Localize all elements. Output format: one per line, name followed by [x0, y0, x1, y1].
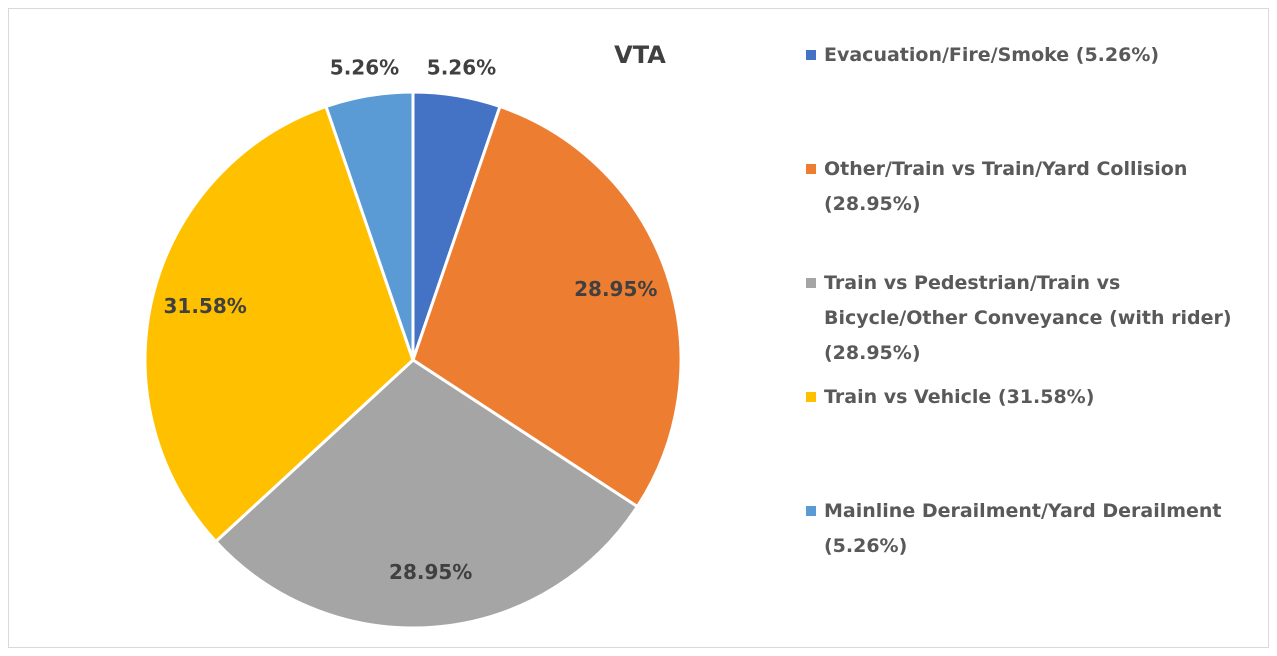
legend-swatch	[806, 50, 816, 60]
pie-slice	[143, 104, 415, 544]
pie-slice	[411, 104, 683, 509]
pie-slice	[213, 358, 640, 630]
legend-label: Train vs Pedestrian/Train vs Bicycle/Oth…	[824, 272, 1232, 364]
legend-swatch	[806, 392, 816, 402]
legend-swatch	[806, 278, 816, 288]
chart-title: VTA	[614, 41, 666, 69]
legend-entry: Other/Train vs Train/Yard Collision (28.…	[806, 152, 1246, 222]
data-label: 5.26%	[330, 56, 399, 80]
legend-label: Mainline Derailment/Yard Derailment (5.2…	[824, 500, 1222, 557]
legend-swatch	[806, 506, 816, 516]
legend-entry: Mainline Derailment/Yard Derailment (5.2…	[806, 494, 1246, 564]
legend-entry: Evacuation/Fire/Smoke (5.26%)	[806, 38, 1246, 73]
data-label: 5.26%	[427, 56, 496, 80]
legend-swatch	[806, 164, 816, 174]
legend-entry: Train vs Vehicle (31.58%)	[806, 380, 1246, 415]
data-label: 31.58%	[164, 294, 247, 318]
pie-slice	[324, 90, 415, 361]
legend-label: Evacuation/Fire/Smoke (5.26%)	[824, 44, 1160, 66]
data-label: 28.95%	[574, 277, 657, 301]
data-label: 28.95%	[389, 560, 472, 584]
legend-label: Train vs Vehicle (31.58%)	[824, 386, 1095, 408]
legend-label: Other/Train vs Train/Yard Collision (28.…	[824, 158, 1188, 215]
legend-entry: Train vs Pedestrian/Train vs Bicycle/Oth…	[806, 266, 1246, 371]
